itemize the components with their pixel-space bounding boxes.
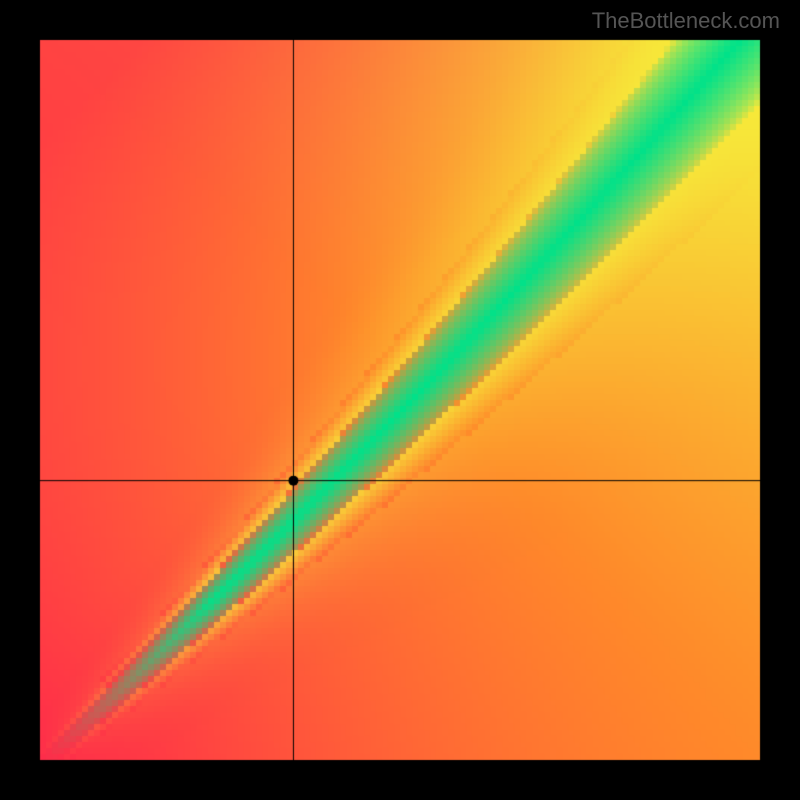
watermark-text: TheBottleneck.com	[592, 8, 780, 34]
chart-container: TheBottleneck.com	[0, 0, 800, 800]
bottleneck-heatmap	[0, 0, 800, 800]
